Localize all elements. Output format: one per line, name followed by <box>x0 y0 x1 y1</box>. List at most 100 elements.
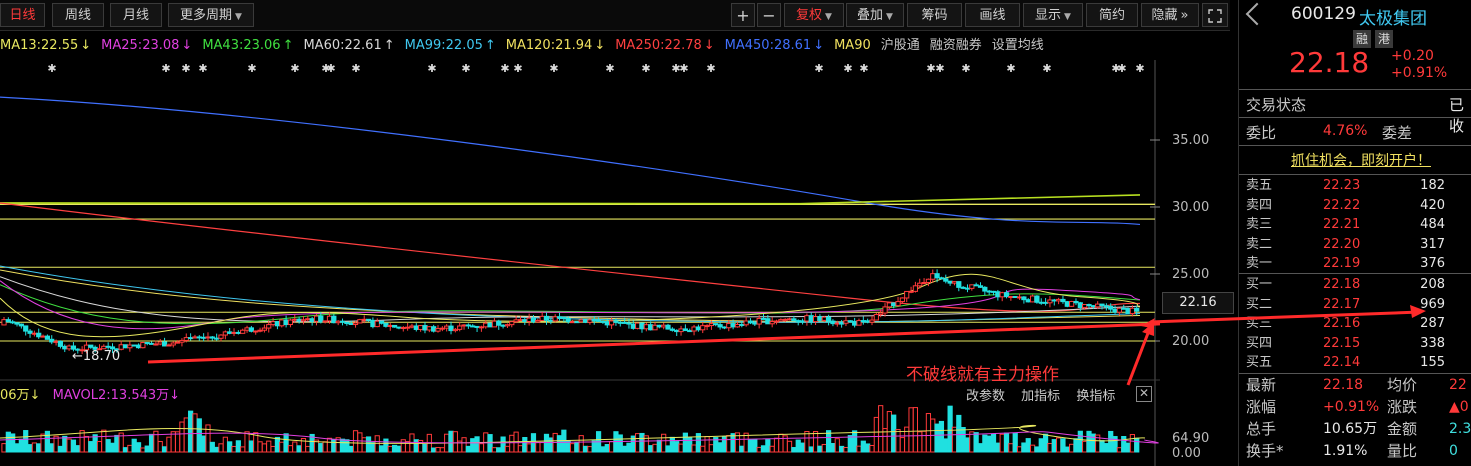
candle-body <box>318 315 324 323</box>
level-price: 22.17 <box>1323 296 1361 312</box>
volume-bar <box>622 445 628 453</box>
volume-bar <box>266 440 272 453</box>
volume-bar <box>982 434 988 453</box>
volume-bar <box>370 442 376 453</box>
candle-body <box>23 325 29 332</box>
arrow-up-icon: ↑ <box>383 38 395 53</box>
zoom-in-button[interactable]: + <box>731 3 755 27</box>
draw-line-button[interactable]: 画线 <box>965 3 1020 27</box>
candle-body <box>878 312 884 316</box>
order-book-row[interactable]: 买四 22.15 338 <box>1239 334 1471 353</box>
stat-row: 涨幅 +0.91% 涨跌 ▲0 <box>1239 398 1471 417</box>
annotation-arrow <box>1126 327 1152 386</box>
candle-body <box>695 326 701 331</box>
adjust-rights-button[interactable]: 复权 ▼ <box>784 3 844 27</box>
candle-body <box>535 319 541 323</box>
ma-legend-item[interactable]: 融资融券 <box>929 38 982 53</box>
volume-bar <box>235 440 241 453</box>
candle-body <box>66 345 72 350</box>
candle-body <box>609 320 615 326</box>
candle-body <box>10 321 16 324</box>
ma-legend-item: MA250:22.78 <box>615 38 702 53</box>
volume-bar <box>504 445 511 453</box>
candle-body <box>1108 305 1114 310</box>
candle-body <box>721 326 728 329</box>
tab-daily[interactable]: 日线 <box>0 3 45 27</box>
tab-monthly[interactable]: 月线 <box>110 3 162 27</box>
order-book-row[interactable]: 买三 22.16 287 <box>1239 314 1471 333</box>
candle-body <box>261 327 267 331</box>
kline-chart[interactable]: ✱ ✱ ✱ ✱ ✱ ✱ ✱ ✱ ✱ ✱ ✱ ✱ ✱ ✱ ✱ ✱ ✱ ✱ ✱ ✱ ✱ ✱ ✱ ✱ ✱ ✱ ✱ ✱ ✱ ✱ <box>0 60 1160 466</box>
order-book-row[interactable]: 卖四 22.22 420 <box>1239 196 1471 215</box>
order-book-row[interactable]: 买五 22.14 155 <box>1239 353 1471 372</box>
stat-value: 0 <box>1449 443 1458 459</box>
ma-legend-item[interactable]: 设置均线 <box>991 38 1044 53</box>
level-label: 卖一 <box>1246 256 1273 271</box>
volume-bar <box>535 441 541 453</box>
candle-body <box>613 320 619 323</box>
ma-legend-item[interactable]: 沪股通 <box>880 38 920 53</box>
add-indicator-button[interactable]: 加指标 <box>1021 389 1061 404</box>
volume-bar <box>652 443 658 453</box>
candle-body <box>682 328 688 332</box>
display-button[interactable]: 显示 ▼ <box>1023 3 1083 27</box>
candle-body <box>669 328 675 331</box>
candle-body <box>778 319 784 322</box>
level-price: 22.19 <box>1323 256 1361 271</box>
candle-body <box>53 340 59 343</box>
volume-bar <box>891 414 897 453</box>
order-book-row[interactable]: 卖二 22.20 317 <box>1239 235 1471 254</box>
candle-body <box>392 324 398 328</box>
event-marker-icon: ✱ <box>321 62 330 75</box>
volume-bar <box>292 441 298 453</box>
level-price: 22.20 <box>1323 236 1361 252</box>
simple-mode-button[interactable]: 简约 <box>1086 3 1138 27</box>
candle-body <box>1008 296 1014 299</box>
zoom-out-button[interactable]: − <box>757 3 781 27</box>
candle-body <box>769 321 775 325</box>
volume-bar <box>1056 437 1062 453</box>
chips-button[interactable]: 筹码 <box>907 3 962 27</box>
open-account-link[interactable]: 抓住机会，即刻开户！ <box>1291 153 1431 169</box>
stat-value: 1.91% <box>1323 443 1368 459</box>
volume-bar <box>921 430 927 453</box>
overlay-button[interactable]: 叠加 ▼ <box>846 3 904 27</box>
candle-body <box>726 323 732 329</box>
candle-body <box>1069 300 1075 307</box>
candle-body <box>292 318 298 321</box>
button-label: 简约 <box>1098 8 1125 23</box>
candle-body <box>895 301 901 307</box>
volume-bar <box>795 439 801 453</box>
tab-weekly[interactable]: 周线 <box>52 3 104 27</box>
back-arrow-icon[interactable] <box>1245 2 1269 26</box>
fullscreen-button[interactable] <box>1202 3 1228 27</box>
volume-bar <box>912 407 918 453</box>
switch-indicator-button[interactable]: 换指标 <box>1076 389 1116 404</box>
order-book-row[interactable]: 买二 22.17 969 <box>1239 295 1471 314</box>
fullscreen-icon <box>1208 9 1222 23</box>
candle-body <box>899 297 905 303</box>
hide-button[interactable]: 隐藏» <box>1141 3 1199 27</box>
order-book-row[interactable]: 卖三 22.21 484 <box>1239 215 1471 234</box>
candle-body <box>873 314 879 321</box>
price-change: +0.20 <box>1391 48 1434 64</box>
candle-body <box>240 329 246 334</box>
close-icon[interactable]: ✕ <box>1136 386 1152 402</box>
candle-body <box>956 281 962 288</box>
hk-connect-badge: 港 <box>1375 30 1393 48</box>
tab-more-periods[interactable]: 更多周期 ▼ <box>168 3 254 27</box>
order-book-row[interactable]: 卖一 22.19 376 <box>1239 254 1471 273</box>
candle-body <box>36 332 42 338</box>
candle-body <box>943 278 949 282</box>
level-qty: 969 <box>1420 296 1445 312</box>
volume-bar <box>331 438 337 453</box>
tab-label: 日线 <box>9 8 36 23</box>
candle-body <box>140 342 146 349</box>
volume-bar <box>1134 437 1140 453</box>
weicha-label: 委差 <box>1382 124 1413 142</box>
volume-bar <box>1012 432 1018 453</box>
arrow-up-icon: ↑ <box>484 38 496 53</box>
order-book-row[interactable]: 卖五 22.23 182 <box>1239 176 1471 195</box>
edit-params-button[interactable]: 改参数 <box>966 389 1006 404</box>
order-book-row[interactable]: 买一 22.18 208 <box>1239 275 1471 294</box>
